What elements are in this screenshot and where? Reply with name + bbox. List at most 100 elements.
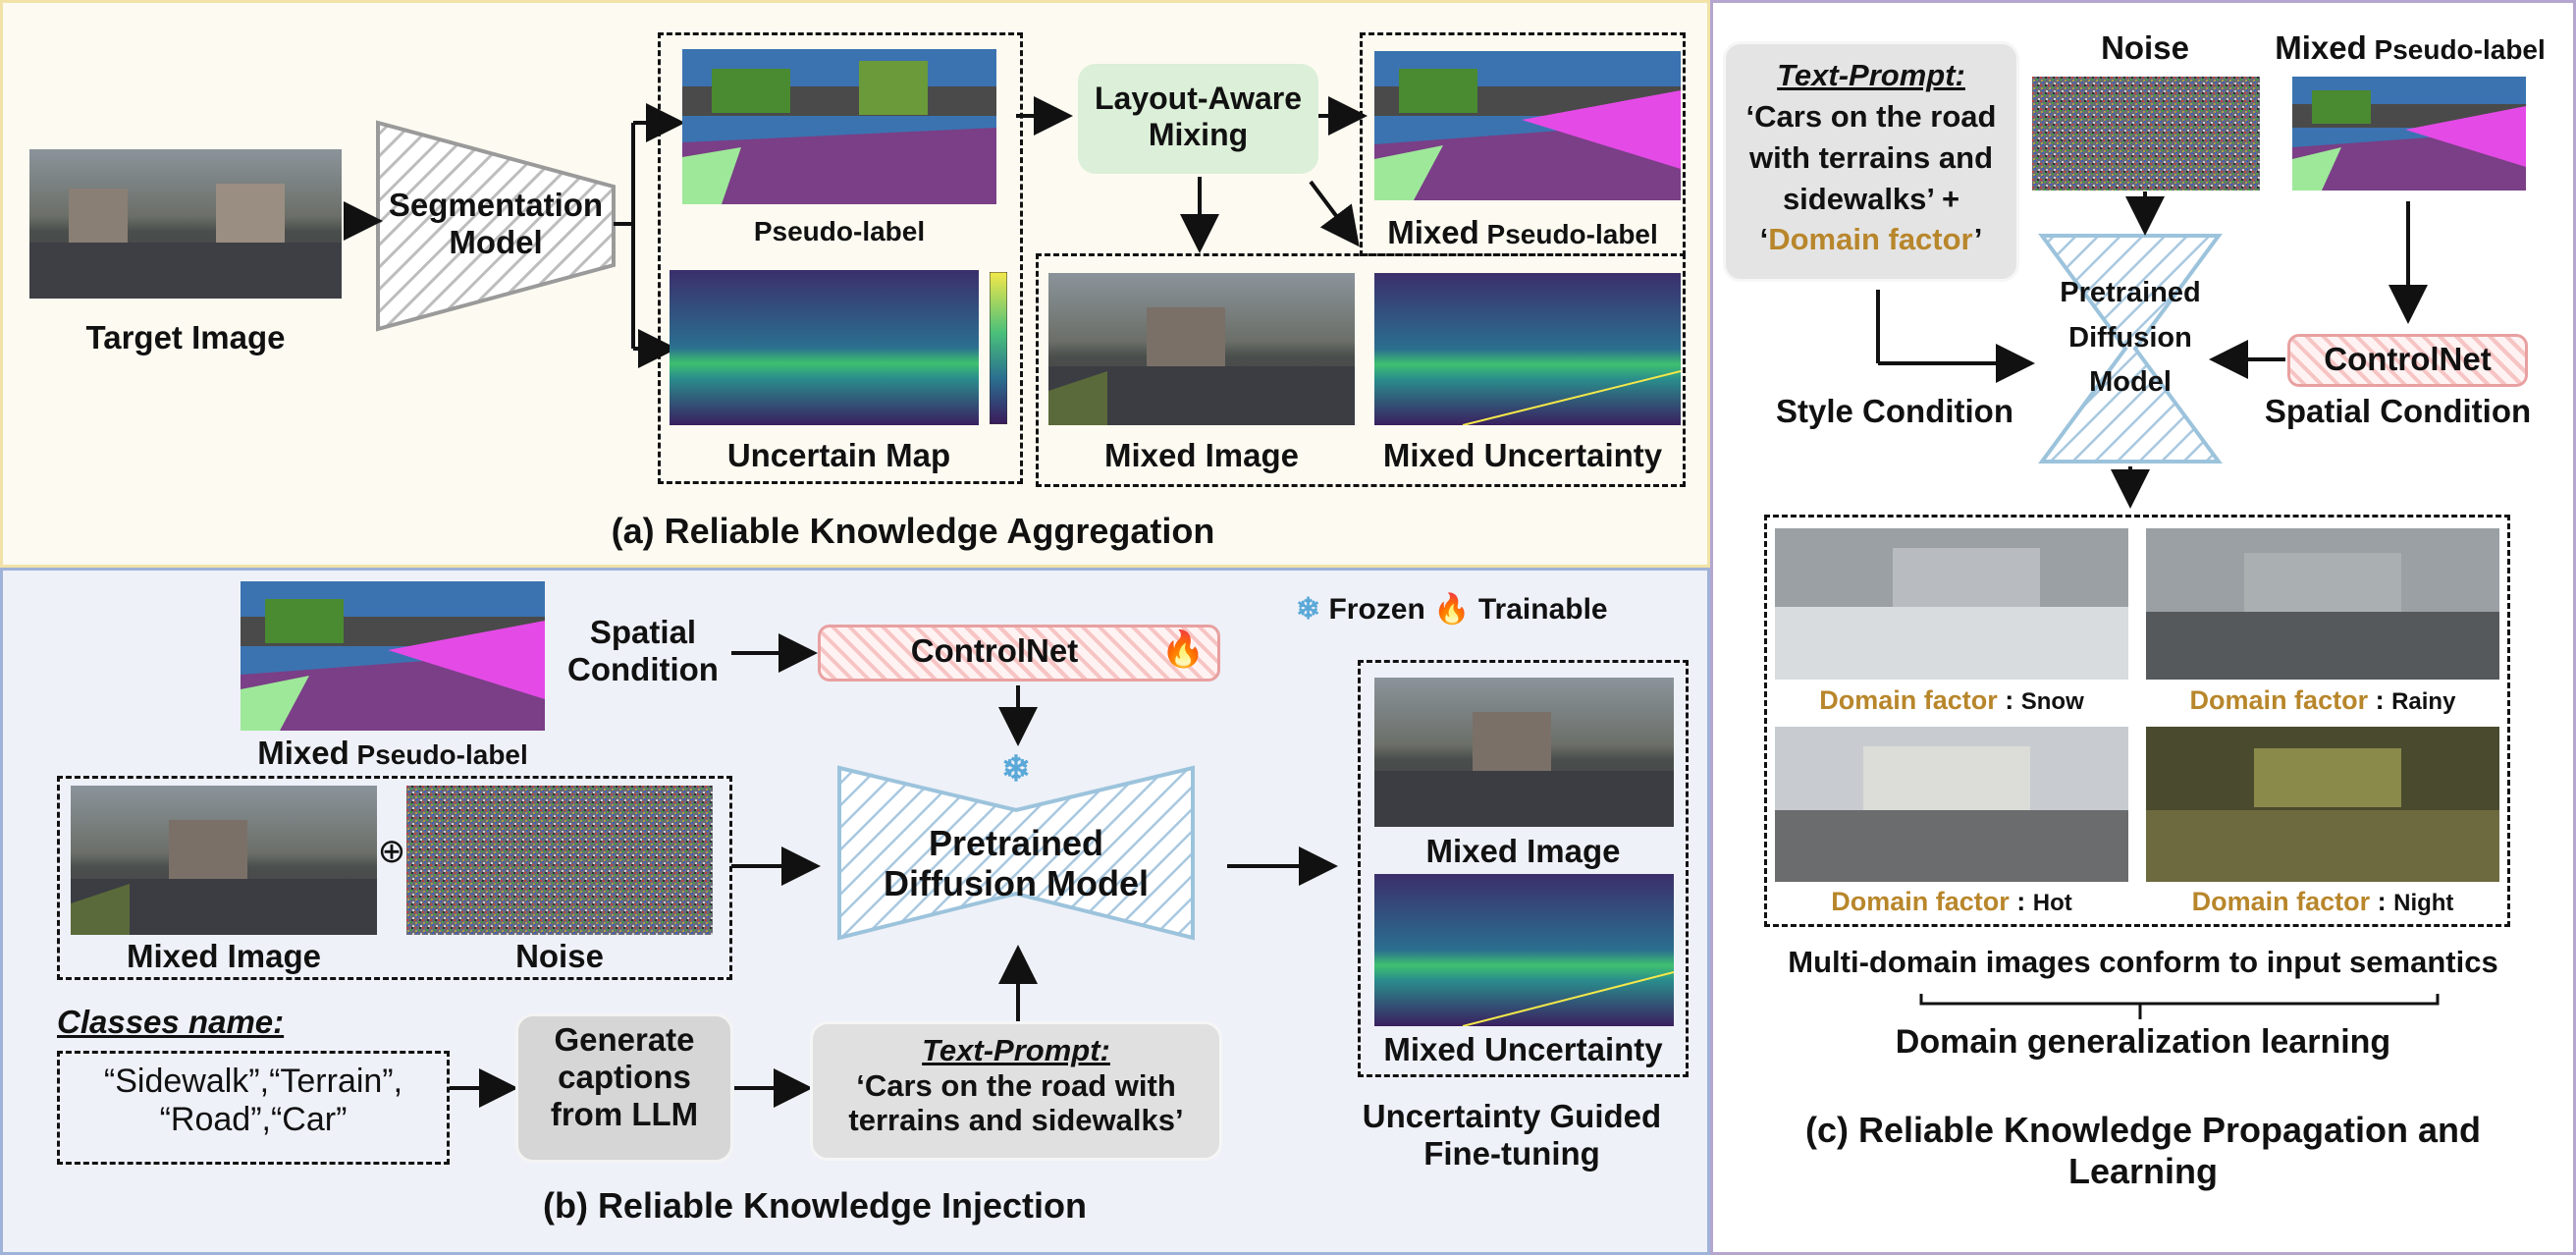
b-noise-caption: Noise [515, 938, 604, 974]
snow-factor-value: Snow [2020, 688, 2084, 715]
b-mixed-image-caption: Mixed Image [126, 938, 322, 974]
panel-a-title: (a) Reliable Knowledge Aggregation [611, 511, 1215, 551]
uncertainty-colorbar [990, 272, 1007, 424]
b-spatial-condition: Spatial Condition [545, 614, 741, 688]
pseudo-label-suffix: Pseudo-label [1486, 219, 1658, 249]
b-text-prompt-box [810, 1021, 1222, 1161]
llm-line3: from LLM [550, 1095, 699, 1132]
panel-c-title-line2: Learning [2067, 1151, 2218, 1191]
c-text-prompt-line1: ‘Cars on the road [1745, 98, 1997, 134]
fine-tuning-line1: Uncertainty Guided [1362, 1098, 1662, 1134]
c-domain-factor-quoted-text: Domain factor [1768, 222, 1974, 257]
legend-frozen: Frozen [1328, 593, 1425, 626]
hot-image [1775, 727, 2128, 882]
uncertain-map-caption: Uncertain Map [726, 437, 951, 473]
snow-caption: Domain factor : Snow [1819, 685, 2084, 715]
b-pseudo-label-suffix: Pseudo-label [356, 739, 528, 770]
b-diffusion-line2: Diffusion Model [884, 863, 1149, 904]
layout-mixing-line2: Mixing [1148, 116, 1249, 152]
fire-icon: 🔥 [1160, 628, 1206, 669]
b-diffusion-label: Pretrained Diffusion Model [839, 823, 1193, 904]
llm-line2: captions [558, 1058, 691, 1095]
night-domain-factor: Domain factor [2191, 887, 2371, 916]
llm-label: Generate captions from LLM [515, 1021, 733, 1133]
rainy-caption: Domain factor : Rainy [2189, 685, 2456, 715]
snowflake-icon: ❄ [1000, 748, 1032, 789]
b-text-prompt-line1: ‘Cars on the road with [856, 1067, 1176, 1103]
mixed-outputs-box [1036, 253, 1686, 487]
segmentation-model-line2: Model [449, 223, 543, 260]
layout-aware-mixing-label: Layout-Aware Mixing [1078, 81, 1318, 153]
c-text-prompt: Text-Prompt: ‘Cars on the road with terr… [1723, 55, 2019, 260]
b-text-prompt-head: Text-Prompt: [922, 1033, 1110, 1067]
mixed-pseudo-label-caption: Mixed Pseudo-label [1360, 214, 1686, 251]
b-text-prompt: Text-Prompt: ‘Cars on the road with terr… [810, 1033, 1222, 1138]
night-factor-value: Night [2393, 890, 2454, 916]
c-domain-factor-quoted: ‘Domain factor’ [1759, 222, 1983, 257]
c-controlnet-box [2287, 334, 2528, 387]
b-oplus: ⊕ [377, 833, 406, 870]
b-mixed-image [71, 786, 377, 935]
mixed-uncertainty-caption: Mixed Uncertainty [1382, 437, 1663, 473]
c-controlnet-label: ControlNet [2324, 341, 2492, 377]
night-caption: Domain factor : Night [2191, 887, 2454, 916]
mixed-pseudo-label-image [1374, 51, 1681, 200]
b-mixed-prefix: Mixed [257, 735, 349, 771]
b-controlnet-box [818, 625, 1220, 682]
pseudo-label-caption: Pseudo-label [753, 216, 926, 246]
legend-trainable: Trainable [1477, 593, 1608, 626]
b-mixed-pseudo-label-image [241, 581, 545, 731]
b-diffusion-line1: Pretrained [928, 823, 1104, 863]
classes-line2: “Road”,“Car” [159, 1101, 348, 1139]
c-diffusion-line3: Model [2089, 366, 2172, 399]
b-noise-image [406, 786, 713, 935]
b-out-mixed-image [1374, 678, 1674, 827]
mixed-prefix: Mixed [1387, 214, 1479, 250]
c-mixed-pseudo-label-image [2292, 77, 2526, 191]
uncertain-map-image [670, 270, 979, 425]
conform-label: Multi-domain images conform to input sem… [1788, 945, 2498, 979]
b-spatial-line1: Spatial [589, 614, 697, 650]
c-spatial-condition: Spatial Condition [2264, 393, 2532, 429]
b-output-box [1358, 660, 1689, 1077]
mixed-image [1048, 273, 1355, 425]
b-out-mixed-image-caption: Mixed Image [1425, 833, 1621, 869]
rainy-domain-factor: Domain factor [2189, 685, 2369, 715]
c-mixed-prefix: Mixed [2275, 29, 2367, 66]
c-text-prompt-box [1723, 41, 2019, 282]
layout-mixing-line1: Layout-Aware [1094, 81, 1302, 116]
b-text-prompt-line2: terrains and sidewalks’ [848, 1103, 1184, 1138]
c-text-prompt-line3: sidewalks’ + [1723, 179, 2019, 220]
hot-factor-value: Hot [2032, 890, 2072, 916]
llm-line1: Generate [554, 1021, 695, 1058]
dg-learning-label: Domain generalization learning [1895, 1023, 2391, 1061]
target-image [29, 149, 342, 299]
b-out-mixed-uncertainty-caption: Mixed Uncertainty [1383, 1031, 1663, 1067]
c-diffusion-line2: Diffusion [2068, 321, 2192, 354]
layout-aware-mixing-box [1078, 64, 1318, 174]
legend-snowflake-icon: ❄ [1296, 593, 1321, 626]
segmentation-model-label: Segmentation Model [378, 187, 614, 261]
segmentation-outputs-box [658, 32, 1023, 484]
c-text-prompt-line2: with terrains and [1748, 139, 1994, 175]
b-spatial-line2: Condition [567, 650, 719, 687]
hot-domain-factor: Domain factor [1831, 887, 2010, 916]
b-out-mixed-uncertainty [1374, 874, 1674, 1026]
fine-tuning-line2: Fine-tuning [1423, 1134, 1600, 1172]
c-mixed-pseudo-label-caption: Mixed Pseudo-label [2248, 29, 2572, 67]
classes-text: “Sidewalk”,“Terrain”, “Road”,“Car” [57, 1063, 450, 1139]
legend: ❄ Frozen 🔥 Trainable [1296, 593, 1708, 628]
mixed-uncertainty-image [1374, 273, 1681, 425]
c-text-prompt-line3-text: sidewalks’ [1782, 181, 1934, 216]
llm-box [515, 1013, 733, 1163]
legend-fire-icon: 🔥 [1433, 593, 1471, 626]
c-noise-image [2032, 77, 2260, 191]
night-image [2146, 727, 2499, 882]
c-diffusion-label: Pretrained Diffusion Model [2042, 257, 2219, 419]
b-mixed-pseudo-label-caption: Mixed Pseudo-label [236, 735, 550, 772]
hot-caption: Domain factor : Hot [1831, 887, 2072, 916]
classes-box [57, 1051, 450, 1165]
classes-line1: “Sidewalk”,“Terrain”, [103, 1063, 403, 1100]
b-controlnet-label: ControlNet [910, 632, 1079, 669]
